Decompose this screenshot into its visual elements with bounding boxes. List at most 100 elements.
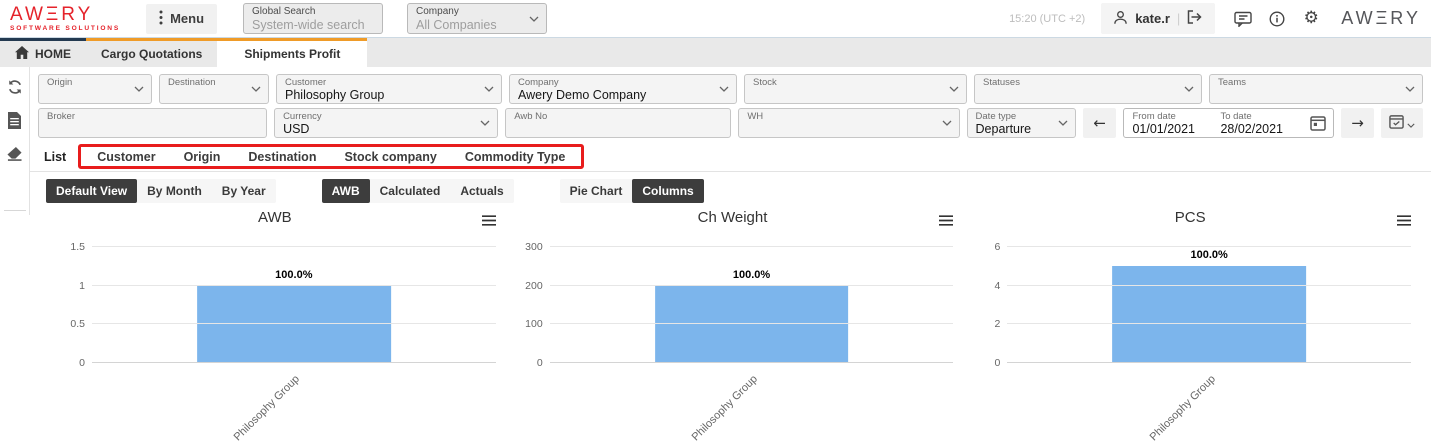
filter-broker[interactable]: Broker (38, 108, 268, 138)
to-date[interactable]: To date 28/02/2021 (1220, 111, 1308, 136)
bar-data-label: 100.0% (275, 268, 313, 281)
chevron-down-icon (484, 86, 494, 92)
gridline (1007, 284, 1412, 286)
group-tab-destination[interactable]: Destination (248, 149, 317, 164)
charts-area: AWB 100.0% Philosophy Group 0 0.5 1 1.5 Ch … (30, 205, 1431, 443)
field-value: Awery Demo Company (518, 88, 647, 102)
group-tab-commodity-type[interactable]: Commodity Type (464, 149, 566, 164)
chart-ch-weight: Ch Weight 100.0% Philosophy Group 0 100 20… (504, 209, 962, 443)
field-label: Customer (285, 77, 327, 88)
home-icon (15, 46, 29, 62)
chevron-down-icon (719, 86, 729, 92)
logout-icon[interactable] (1187, 10, 1203, 27)
global-search-input[interactable] (252, 18, 375, 33)
filter-stock[interactable]: Stock (744, 74, 967, 104)
gear-icon[interactable]: ⚙ (1297, 5, 1325, 33)
filter-awb-no[interactable]: Awb No (505, 108, 732, 138)
from-date[interactable]: From date 01/01/2021 (1132, 111, 1220, 136)
awery-logo: AWΞRY SOFTWARE SOLUTIONS (10, 5, 120, 33)
gridline (92, 284, 496, 286)
field-label: Broker (47, 111, 75, 122)
chip-actuals[interactable]: Actuals (460, 184, 504, 198)
filter-company[interactable]: Company Awery Demo Company (509, 74, 737, 104)
chart-type-group: Pie Chart Columns (559, 179, 704, 203)
field-label: Company (518, 77, 559, 88)
global-search-field[interactable]: Global Search (243, 3, 384, 34)
gridline (92, 362, 496, 363)
plot-area: 100.0% Philosophy Group 0 100 200 300 (525, 241, 954, 443)
chart-menu-button[interactable] (1395, 212, 1413, 231)
chevron-down-icon (251, 86, 261, 92)
awery-logo-subtext: SOFTWARE SOLUTIONS (10, 24, 121, 32)
chip-pie-chart[interactable]: Pie Chart (569, 184, 623, 198)
field-value: USD (283, 122, 310, 136)
field-label: Stock (753, 77, 777, 88)
tab-shipments-profit-label: Shipments Profit (244, 47, 341, 61)
eraser-icon[interactable] (3, 141, 27, 165)
hamburger-icon (481, 214, 496, 229)
chip-columns[interactable]: Columns (632, 179, 704, 203)
feedback-icon[interactable] (1229, 5, 1257, 33)
filter-destination[interactable]: Destination (159, 74, 269, 104)
tab-shipments-profit[interactable]: Shipments Profit (217, 38, 368, 67)
next-period-button[interactable]: → (1340, 108, 1375, 138)
gridline (549, 323, 954, 325)
chip-by-year[interactable]: By Year (221, 184, 266, 198)
y-axis-tick-label: 1.5 (70, 241, 85, 253)
divider: | (1176, 11, 1181, 26)
field-label: From date (1132, 111, 1176, 122)
filter-teams[interactable]: Teams (1209, 74, 1423, 104)
chart-menu-button[interactable] (480, 212, 498, 231)
company-select[interactable]: Company All Companies (407, 3, 548, 34)
y-axis-tick-label: 0.5 (70, 318, 85, 331)
prev-period-button[interactable]: ← (1082, 108, 1117, 138)
kebab-menu-icon (159, 10, 163, 28)
date-presets-button[interactable] (1381, 108, 1423, 138)
tab-cargo-quotations[interactable]: Cargo Quotations (86, 38, 218, 67)
chart-menu-button[interactable] (937, 212, 955, 231)
top-bar: AWΞRY SOFTWARE SOLUTIONS Menu Global Sea… (0, 0, 1431, 38)
x-axis-category-label: Philosophy Group (1147, 373, 1218, 444)
awery-wordmark: AWΞRY (1341, 8, 1421, 28)
info-icon[interactable] (1263, 5, 1291, 33)
field-value: Departure (975, 122, 1032, 136)
date-range-field[interactable]: From date 01/01/2021 To date 28/02/2021 (1123, 108, 1334, 138)
gridline (1007, 323, 1412, 325)
chevron-down-icon (1184, 86, 1194, 92)
tab-bar: HOME Cargo Quotations Shipments Profit (0, 38, 1431, 67)
chart-bar[interactable] (1112, 266, 1307, 363)
field-value: 28/02/2021 (1220, 122, 1284, 136)
group-tab-stock-company[interactable]: Stock company (344, 149, 437, 164)
user-menu[interactable]: kate.r | (1101, 3, 1216, 34)
chip-calculated[interactable]: Calculated (379, 184, 441, 198)
menu-button[interactable]: Menu (146, 3, 218, 34)
chevron-down-icon (134, 86, 144, 92)
tab-home[interactable]: HOME (0, 38, 86, 67)
filter-statuses[interactable]: Statuses (974, 74, 1202, 104)
group-tab-customer[interactable]: Customer (97, 149, 156, 164)
filter-date-type[interactable]: Date type Departure (966, 108, 1076, 138)
group-tab-list[interactable]: List (44, 149, 67, 164)
filter-wh[interactable]: WH (738, 108, 960, 138)
left-toolbar (0, 67, 30, 215)
y-axis-tick-label: 6 (994, 241, 1001, 253)
chip-by-month[interactable]: By Month (147, 184, 202, 198)
filter-customer[interactable]: Customer Philosophy Group (276, 74, 502, 104)
arrow-right-icon: → (1351, 113, 1364, 132)
filter-currency[interactable]: Currency USD (274, 108, 499, 138)
chip-awb[interactable]: AWB (321, 179, 370, 203)
chart-title: AWB (258, 209, 292, 226)
chip-default-view[interactable]: Default View (46, 179, 138, 203)
group-tab-origin[interactable]: Origin (183, 149, 221, 164)
bar-data-label: 100.0% (732, 268, 771, 281)
chart-title: Ch Weight (697, 209, 768, 226)
refresh-icon[interactable] (3, 75, 27, 99)
gridline (549, 362, 954, 363)
gridline (549, 246, 954, 247)
calendar-icon[interactable] (1309, 115, 1326, 131)
filter-origin[interactable]: Origin (38, 74, 152, 104)
gridline (549, 284, 954, 286)
report-icon[interactable] (3, 108, 27, 132)
chart-awb: AWB 100.0% Philosophy Group 0 0.5 1 1.5 (46, 209, 504, 443)
chevron-down-icon (529, 16, 539, 22)
